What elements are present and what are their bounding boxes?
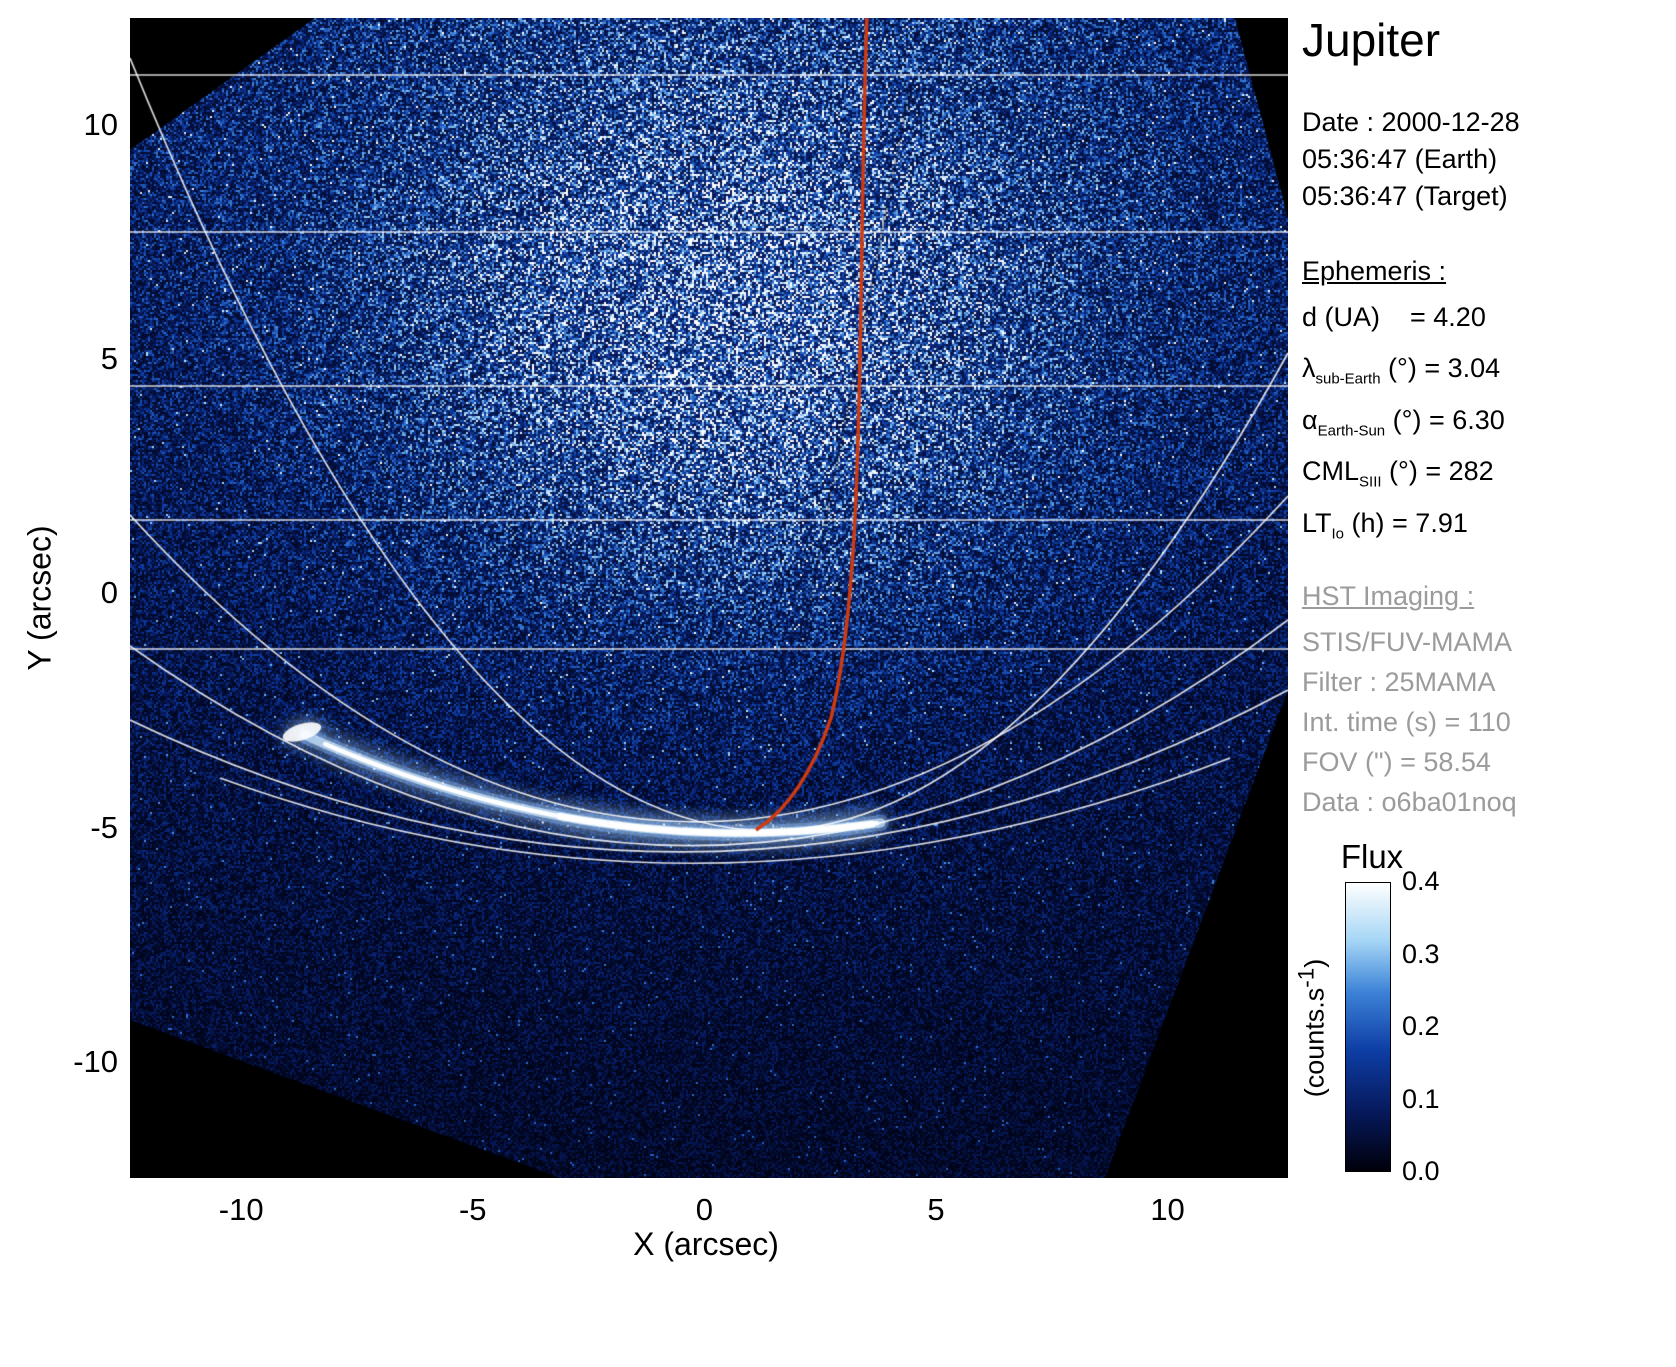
y-tick-label: 10 — [0, 107, 118, 143]
colorbar — [1345, 882, 1391, 1172]
eph-value: (°) = 6.30 — [1385, 405, 1505, 435]
hst-filter: Filter : 25MAMA — [1302, 662, 1520, 702]
colorbar-unit-exponent: -1 — [1294, 968, 1319, 988]
colorbar-tick-label: 0.4 — [1402, 866, 1440, 897]
eph-value: (h) = 7.91 — [1344, 508, 1468, 538]
eph-sub: Earth-Sun — [1318, 422, 1386, 439]
y-tick-label: 0 — [0, 575, 118, 611]
ephemeris-row-distance: d (UA) = 4.20 — [1302, 297, 1520, 348]
ephemeris-row-io-localtime: LTIo (h) = 7.91 — [1302, 503, 1520, 554]
y-tick-label: -10 — [0, 1044, 118, 1080]
hst-imaging-block: HST Imaging : STIS/FUV-MAMA Filter : 25M… — [1302, 576, 1520, 822]
eph-value: = 4.20 — [1380, 302, 1486, 332]
eph-sub: SIII — [1359, 474, 1382, 491]
ephemeris-row-subearth-lat: λsub-Earth (°) = 3.04 — [1302, 348, 1520, 399]
figure-title: Jupiter — [1302, 14, 1520, 66]
colorbar-unit: (counts.s-1) — [1294, 959, 1331, 1098]
hst-instrument: STIS/FUV-MAMA — [1302, 622, 1520, 662]
date-block: Date : 2000-12-28 05:36:47 (Earth) 05:36… — [1302, 104, 1520, 215]
x-tick-label: 0 — [659, 1192, 749, 1228]
eph-value: (°) = 3.04 — [1381, 353, 1501, 383]
earth-time-line: 05:36:47 (Earth) — [1302, 141, 1520, 178]
y-tick-label: 5 — [0, 341, 118, 377]
eph-label: λ — [1302, 353, 1316, 383]
eph-value: (°) = 282 — [1382, 456, 1494, 486]
hst-fov: FOV (") = 58.54 — [1302, 742, 1520, 782]
x-tick-label: -5 — [428, 1192, 518, 1228]
eph-label: LT — [1302, 508, 1332, 538]
colorbar-unit-close: ) — [1300, 959, 1330, 968]
x-tick-label: -10 — [196, 1192, 286, 1228]
hst-heading: HST Imaging : — [1302, 576, 1520, 616]
eph-label: α — [1302, 405, 1318, 435]
eph-sub: sub-Earth — [1316, 371, 1381, 388]
colorbar-unit-text: (counts.s — [1300, 988, 1330, 1098]
plot-area — [130, 18, 1288, 1178]
y-tick-label: -5 — [0, 810, 118, 846]
hst-data-id: Data : o6ba01noq — [1302, 782, 1520, 822]
x-tick-label: 5 — [891, 1192, 981, 1228]
target-time-line: 05:36:47 (Target) — [1302, 178, 1520, 215]
ephemeris-row-cml: CMLSIII (°) = 282 — [1302, 451, 1520, 502]
ephemeris-row-phase-angle: αEarth-Sun (°) = 6.30 — [1302, 400, 1520, 451]
figure-page: { "info_panel": { "title": "Jupiter", "d… — [0, 0, 1676, 1367]
eph-sub: Io — [1332, 525, 1345, 542]
date-line: Date : 2000-12-28 — [1302, 104, 1520, 141]
ephemeris-block: Ephemeris : d (UA) = 4.20 λsub-Earth (°)… — [1302, 251, 1520, 554]
ephemeris-heading: Ephemeris : — [1302, 251, 1520, 291]
hst-int-time: Int. time (s) = 110 — [1302, 702, 1520, 742]
colorbar-tick-label: 0.2 — [1402, 1011, 1440, 1042]
eph-label: CML — [1302, 456, 1359, 486]
colorbar-tick-label: 0.1 — [1402, 1084, 1440, 1115]
x-tick-label: 10 — [1123, 1192, 1213, 1228]
colorbar-tick-label: 0.0 — [1402, 1156, 1440, 1187]
info-panel: Jupiter Date : 2000-12-28 05:36:47 (Eart… — [1302, 14, 1520, 822]
colorbar-tick-label: 0.3 — [1402, 939, 1440, 970]
eph-label: d (UA) — [1302, 302, 1380, 332]
x-axis-label: X (arcsec) — [526, 1226, 886, 1263]
sky-image-canvas — [130, 18, 1288, 1178]
